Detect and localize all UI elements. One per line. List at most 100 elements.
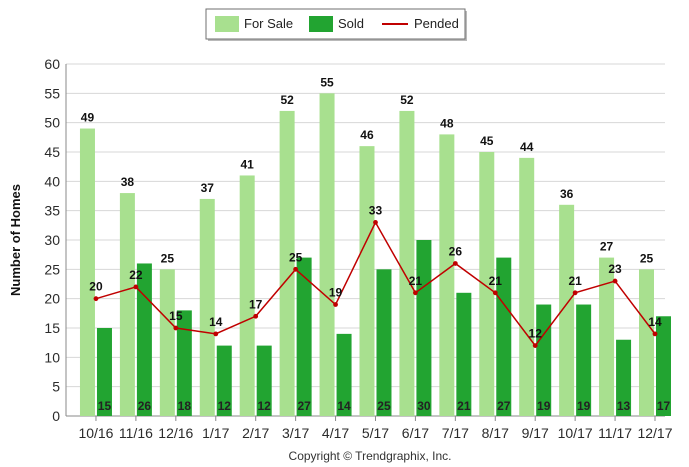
bar-sold — [456, 292, 472, 416]
point-pended — [173, 325, 179, 331]
y-tick-label: 30 — [44, 232, 60, 248]
x-tick-label: 10/17 — [558, 425, 593, 441]
data-label-for-sale: 37 — [201, 181, 215, 195]
x-tick-label: 4/17 — [322, 425, 349, 441]
data-label-pended: 23 — [608, 262, 622, 276]
legend-swatch-sold — [309, 16, 333, 32]
y-tick-label: 55 — [44, 85, 60, 101]
bar-sold — [136, 263, 152, 416]
y-tick-label: 40 — [44, 173, 60, 189]
data-label-sold: 19 — [537, 399, 551, 413]
data-label-sold: 30 — [417, 399, 431, 413]
point-pended — [652, 331, 658, 337]
legend-box — [205, 8, 466, 40]
x-tick-label: 12/16 — [158, 425, 193, 441]
bar-sold — [536, 304, 552, 416]
bar-for-sale — [239, 175, 255, 416]
y-tick-label: 0 — [52, 408, 60, 424]
bar-sold — [416, 240, 432, 416]
legend-label-for-sale: For Sale — [244, 16, 293, 31]
data-label-pended: 21 — [409, 274, 423, 288]
data-label-pended: 12 — [529, 327, 543, 341]
x-tick-label: 11/16 — [119, 425, 153, 441]
data-label-for-sale: 48 — [440, 116, 454, 130]
x-tick-label: 12/17 — [637, 425, 672, 441]
point-pended — [452, 261, 458, 266]
y-tick-label: 10 — [44, 349, 60, 365]
data-label-for-sale: 25 — [161, 251, 175, 265]
data-label-for-sale: 44 — [520, 140, 534, 154]
bar-sold — [656, 316, 671, 416]
data-label-sold: 19 — [577, 399, 591, 413]
data-label-pended: 33 — [369, 203, 383, 217]
data-label-sold: 17 — [657, 399, 671, 413]
data-label-pended: 14 — [209, 315, 223, 329]
data-label-pended: 15 — [169, 309, 183, 323]
bar-for-sale — [279, 110, 295, 416]
bar-for-sale — [439, 134, 455, 416]
data-label-pended: 21 — [568, 274, 582, 288]
y-tick-label: 25 — [44, 261, 60, 277]
y-tick-label: 45 — [44, 144, 60, 160]
copyright-credit: Copyright © Trendgraphix, Inc. — [289, 449, 452, 463]
data-label-sold: 15 — [98, 399, 112, 413]
x-tick-label: 7/17 — [442, 425, 469, 441]
y-tick-label: 35 — [44, 203, 60, 219]
bar-for-sale — [319, 93, 335, 416]
data-label-pended: 17 — [249, 297, 263, 311]
y-axis-label: Number of Homes — [8, 184, 23, 296]
x-tick-label: 8/17 — [482, 425, 509, 441]
bar-for-sale — [199, 198, 215, 416]
y-tick-label: 20 — [44, 291, 60, 307]
bar-for-sale — [639, 269, 654, 416]
bar-sold — [256, 345, 272, 416]
data-label-sold: 26 — [138, 399, 152, 413]
point-pended — [413, 290, 418, 296]
data-label-for-sale: 49 — [81, 111, 95, 125]
y-tick-label: 15 — [44, 320, 60, 336]
bar-for-sale — [559, 204, 575, 416]
data-label-for-sale: 36 — [560, 187, 574, 201]
data-label-for-sale: 52 — [280, 93, 294, 107]
bar-for-sale — [159, 269, 175, 416]
bar-sold — [496, 257, 512, 416]
data-label-pended: 25 — [289, 250, 303, 264]
data-label-pended: 22 — [129, 268, 143, 282]
point-pended — [333, 302, 338, 307]
data-label-for-sale: 52 — [400, 93, 414, 107]
data-label-sold: 25 — [377, 399, 391, 413]
point-pended — [373, 220, 378, 225]
point-pended — [293, 266, 299, 272]
bar-for-sale — [119, 193, 135, 416]
data-label-sold: 21 — [457, 399, 471, 413]
data-label-sold: 18 — [178, 399, 192, 413]
x-tick-label: 10/16 — [78, 425, 113, 441]
y-tick-label: 50 — [44, 115, 60, 131]
bar-for-sale — [599, 257, 615, 416]
data-label-pended: 26 — [449, 244, 463, 258]
legend-label-sold: Sold — [338, 16, 364, 31]
data-label-sold: 13 — [617, 399, 631, 413]
data-label-pended: 19 — [329, 286, 343, 300]
data-label-for-sale: 41 — [241, 157, 255, 171]
x-tick-label: 3/17 — [282, 425, 309, 441]
point-pended — [133, 284, 139, 290]
point-pended — [612, 278, 618, 284]
data-label-sold: 27 — [297, 399, 311, 413]
data-label-pended: 20 — [89, 280, 103, 294]
data-label-for-sale: 45 — [480, 134, 494, 148]
bar-sold — [176, 310, 192, 416]
legend-swatch-for-sale — [215, 16, 239, 32]
bar-sold — [576, 304, 592, 416]
point-pended — [572, 290, 578, 296]
x-tick-label: 5/17 — [362, 425, 389, 441]
bar-for-sale — [359, 146, 375, 416]
x-tick-label: 2/17 — [242, 425, 269, 441]
x-tick-label: 11/17 — [598, 425, 632, 441]
y-tick-label: 5 — [52, 379, 60, 395]
bar-sold — [96, 328, 112, 416]
bar-sold — [296, 257, 312, 416]
data-label-sold: 12 — [218, 399, 232, 413]
